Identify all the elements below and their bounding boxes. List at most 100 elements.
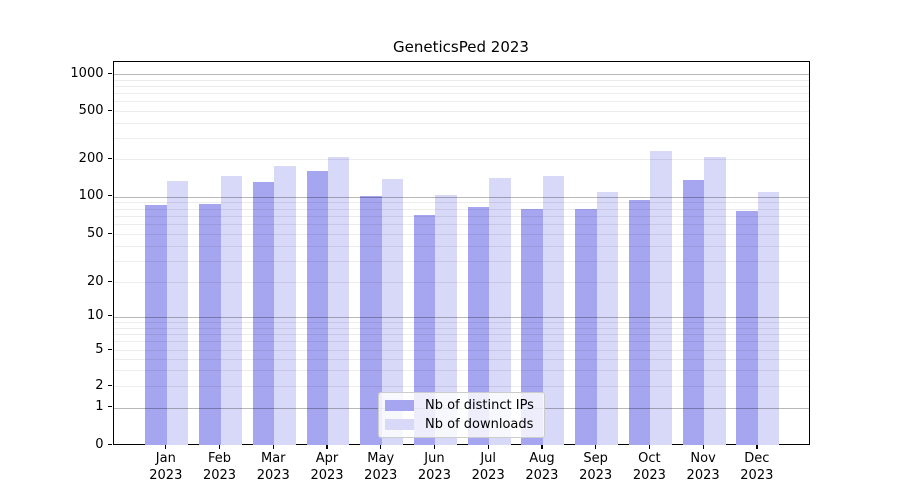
gridline-minor — [113, 79, 809, 81]
gridline-minor — [113, 385, 809, 387]
x-tick-mark — [595, 445, 597, 449]
bar-downloads-nov — [704, 157, 726, 445]
gridline-minor — [113, 281, 809, 283]
y-tick-mark — [108, 72, 112, 74]
bar-downloads-apr — [327, 156, 350, 445]
y-tick-mark — [108, 406, 112, 408]
gridline-minor — [113, 260, 809, 262]
bar-ips-dec — [736, 210, 758, 445]
y-tick-mark — [108, 195, 112, 197]
x-tick-mark — [702, 445, 704, 449]
bar-downloads-mar — [274, 166, 296, 445]
x-tick-label: Sep 2023 — [579, 451, 613, 483]
gridline-minor — [113, 245, 809, 247]
bar-ips-may — [360, 196, 382, 445]
bar-ips-apr — [306, 170, 328, 445]
y-tick-label: 10 — [86, 308, 104, 324]
chart-title: GeneticsPed 2023 — [393, 38, 529, 56]
bar-ips-nov — [682, 180, 705, 445]
gridline-minor — [113, 208, 809, 210]
y-tick-label: 1 — [95, 399, 104, 415]
bar-ips-oct — [628, 200, 651, 445]
gridline-minor — [113, 321, 809, 323]
y-tick-mark — [108, 443, 112, 446]
legend-label: Nb of distinct IPs — [425, 398, 534, 414]
bar-ips-feb — [199, 204, 221, 445]
gridline-minor — [113, 122, 809, 124]
x-tick-label: Jul 2023 — [471, 451, 505, 483]
x-tick-label: Oct 2023 — [632, 451, 666, 483]
gridline-minor — [113, 327, 809, 329]
bar-downloads-dec — [757, 191, 780, 445]
x-tick-label: Feb 2023 — [202, 451, 237, 483]
legend-item: Nb of downloads — [385, 417, 536, 432]
gridline-minor — [113, 234, 809, 236]
x-tick-label: May 2023 — [364, 451, 398, 483]
x-tick-mark — [218, 445, 221, 449]
gridline-minor — [113, 216, 809, 218]
gridline-minor — [113, 159, 809, 161]
bar-downloads-may — [381, 178, 404, 445]
y-tick-label: 2 — [95, 377, 104, 393]
gridline-minor — [113, 85, 809, 87]
x-tick-mark — [380, 445, 382, 449]
gridline-minor — [113, 101, 809, 103]
x-tick-mark — [756, 445, 758, 449]
bar-ips-mar — [252, 182, 275, 445]
gridline-major — [113, 316, 809, 318]
gridline-minor — [113, 370, 809, 372]
y-tick-label: 20 — [86, 273, 104, 289]
y-tick-label: 200 — [78, 150, 104, 166]
x-tick-mark — [326, 445, 328, 449]
x-tick-mark — [541, 445, 543, 449]
x-tick-label: Aug 2023 — [525, 451, 559, 483]
x-tick-label: Nov 2023 — [686, 451, 720, 483]
gridline-minor — [113, 224, 809, 226]
bar-downloads-oct — [650, 151, 672, 445]
bar-ips-jun — [413, 215, 436, 445]
y-tick-label: 50 — [86, 225, 104, 241]
bar-downloads-jun — [435, 195, 457, 445]
x-tick-label: Jan 2023 — [149, 451, 183, 483]
legend-swatch-downloads — [385, 418, 414, 430]
x-tick-mark — [433, 445, 436, 449]
bar-ips-jul — [467, 206, 490, 445]
gridline-minor — [113, 341, 809, 343]
y-tick-mark — [108, 315, 112, 317]
y-tick-label: 500 — [78, 102, 104, 118]
x-tick-label: Mar 2023 — [256, 451, 290, 483]
legend: Nb of distinct IPs Nb of downloads — [378, 392, 545, 438]
gridline-minor — [113, 93, 809, 95]
x-tick-mark — [648, 445, 651, 449]
y-tick-label: 0 — [95, 436, 104, 452]
bar-downloads-jul — [489, 178, 511, 445]
bar-ips-sep — [575, 208, 597, 445]
y-tick-mark — [108, 109, 112, 111]
bar-downloads-sep — [596, 191, 619, 445]
gridline-minor — [113, 350, 809, 352]
x-tick-mark — [165, 445, 167, 449]
bar-ips-aug — [521, 209, 543, 445]
bar-ips-jan — [145, 204, 167, 445]
y-tick-label: 1000 — [70, 65, 104, 81]
gridline-minor — [113, 202, 809, 204]
y-tick-mark — [108, 384, 112, 386]
gridline-minor — [113, 110, 809, 112]
x-tick-mark — [487, 445, 489, 449]
gridline-minor — [113, 358, 809, 360]
legend-swatch-ips — [385, 400, 414, 412]
x-tick-label: Dec 2023 — [740, 451, 774, 483]
plot-area — [112, 60, 810, 445]
y-tick-label: 100 — [78, 188, 104, 204]
y-tick-label: 5 — [95, 341, 104, 357]
x-tick-mark — [272, 445, 274, 449]
gridline-minor — [113, 137, 809, 139]
bar-downloads-jan — [166, 180, 189, 445]
gridline-minor — [113, 333, 809, 335]
y-tick-mark — [108, 232, 112, 235]
y-tick-mark — [108, 348, 112, 351]
legend-label: Nb of downloads — [425, 416, 534, 432]
x-tick-label: Jun 2023 — [417, 451, 451, 483]
y-tick-mark — [108, 157, 112, 160]
